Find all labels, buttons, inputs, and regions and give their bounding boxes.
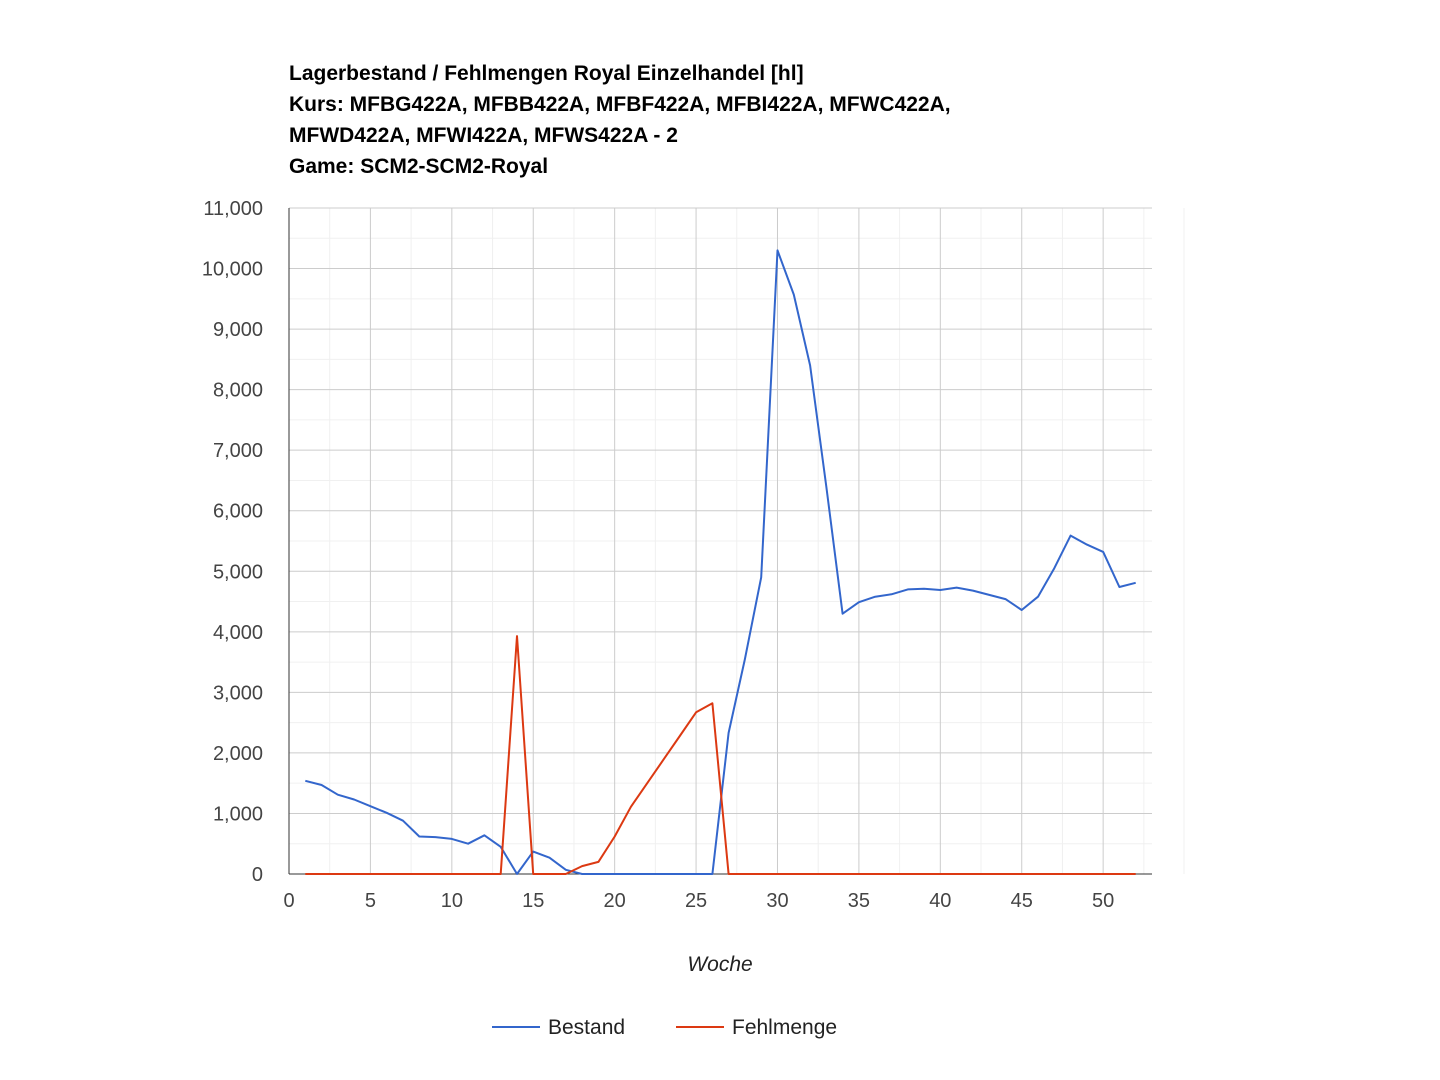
chart-title-line-1: Lagerbestand / Fehlmengen Royal Einzelha…: [289, 62, 804, 85]
grid-minor: [289, 208, 1185, 874]
x-tick-label: 30: [766, 890, 788, 912]
legend-label-bestand: Bestand: [548, 1016, 625, 1039]
y-tick-label: 4,000: [213, 622, 263, 644]
x-axis-title: Woche: [687, 953, 752, 976]
chart-title-line-2: Kurs: MFBG422A, MFBB422A, MFBF422A, MFBI…: [289, 93, 951, 116]
x-tick-label: 50: [1092, 890, 1114, 912]
x-tick-label: 15: [522, 890, 544, 912]
x-tick-label: 20: [604, 890, 626, 912]
y-axis-ticks: 0 1,000 2,000 3,000 4,000 5,000 6,000 7,000 8,00…: [202, 198, 263, 886]
legend: Bestand Fehlmenge: [492, 1016, 837, 1039]
y-tick-label: 7,000: [213, 440, 263, 462]
y-tick-label: 2,000: [213, 743, 263, 765]
chart-title: Lagerbestand / Fehlmengen Royal Einzelha…: [289, 58, 951, 182]
y-tick-label: 0: [252, 864, 263, 886]
x-tick-label: 40: [929, 890, 951, 912]
y-tick-label: 6,000: [213, 501, 263, 523]
x-tick-label: 25: [685, 890, 707, 912]
chart-title-line-3: MFWD422A, MFWI422A, MFWS422A - 2: [289, 124, 678, 147]
x-tick-label: 5: [365, 890, 376, 912]
y-tick-label: 3,000: [213, 682, 263, 704]
legend-label-fehlmenge: Fehlmenge: [732, 1016, 837, 1039]
grid-major: [289, 207, 1152, 874]
x-tick-label: 10: [441, 890, 463, 912]
y-tick-label: 1,000: [213, 803, 263, 825]
chart-title-line-4: Game: SCM2-SCM2-Royal: [289, 155, 549, 178]
series-line-bestand: [305, 249, 1136, 875]
series-lines: [305, 249, 1136, 875]
x-tick-label: 0: [283, 890, 294, 912]
y-tick-label: 8,000: [213, 380, 263, 402]
y-tick-label: 9,000: [213, 319, 263, 341]
x-tick-label: 45: [1011, 890, 1033, 912]
y-tick-label: 10,000: [202, 259, 263, 281]
y-tick-label: 11,000: [203, 198, 263, 220]
series-line-fehlmenge: [305, 635, 1136, 875]
x-tick-label: 35: [848, 890, 870, 912]
x-axis-ticks: 0 5 10 15 20 25 30 35 40 45 50: [283, 890, 1114, 912]
y-tick-label: 5,000: [213, 561, 263, 583]
